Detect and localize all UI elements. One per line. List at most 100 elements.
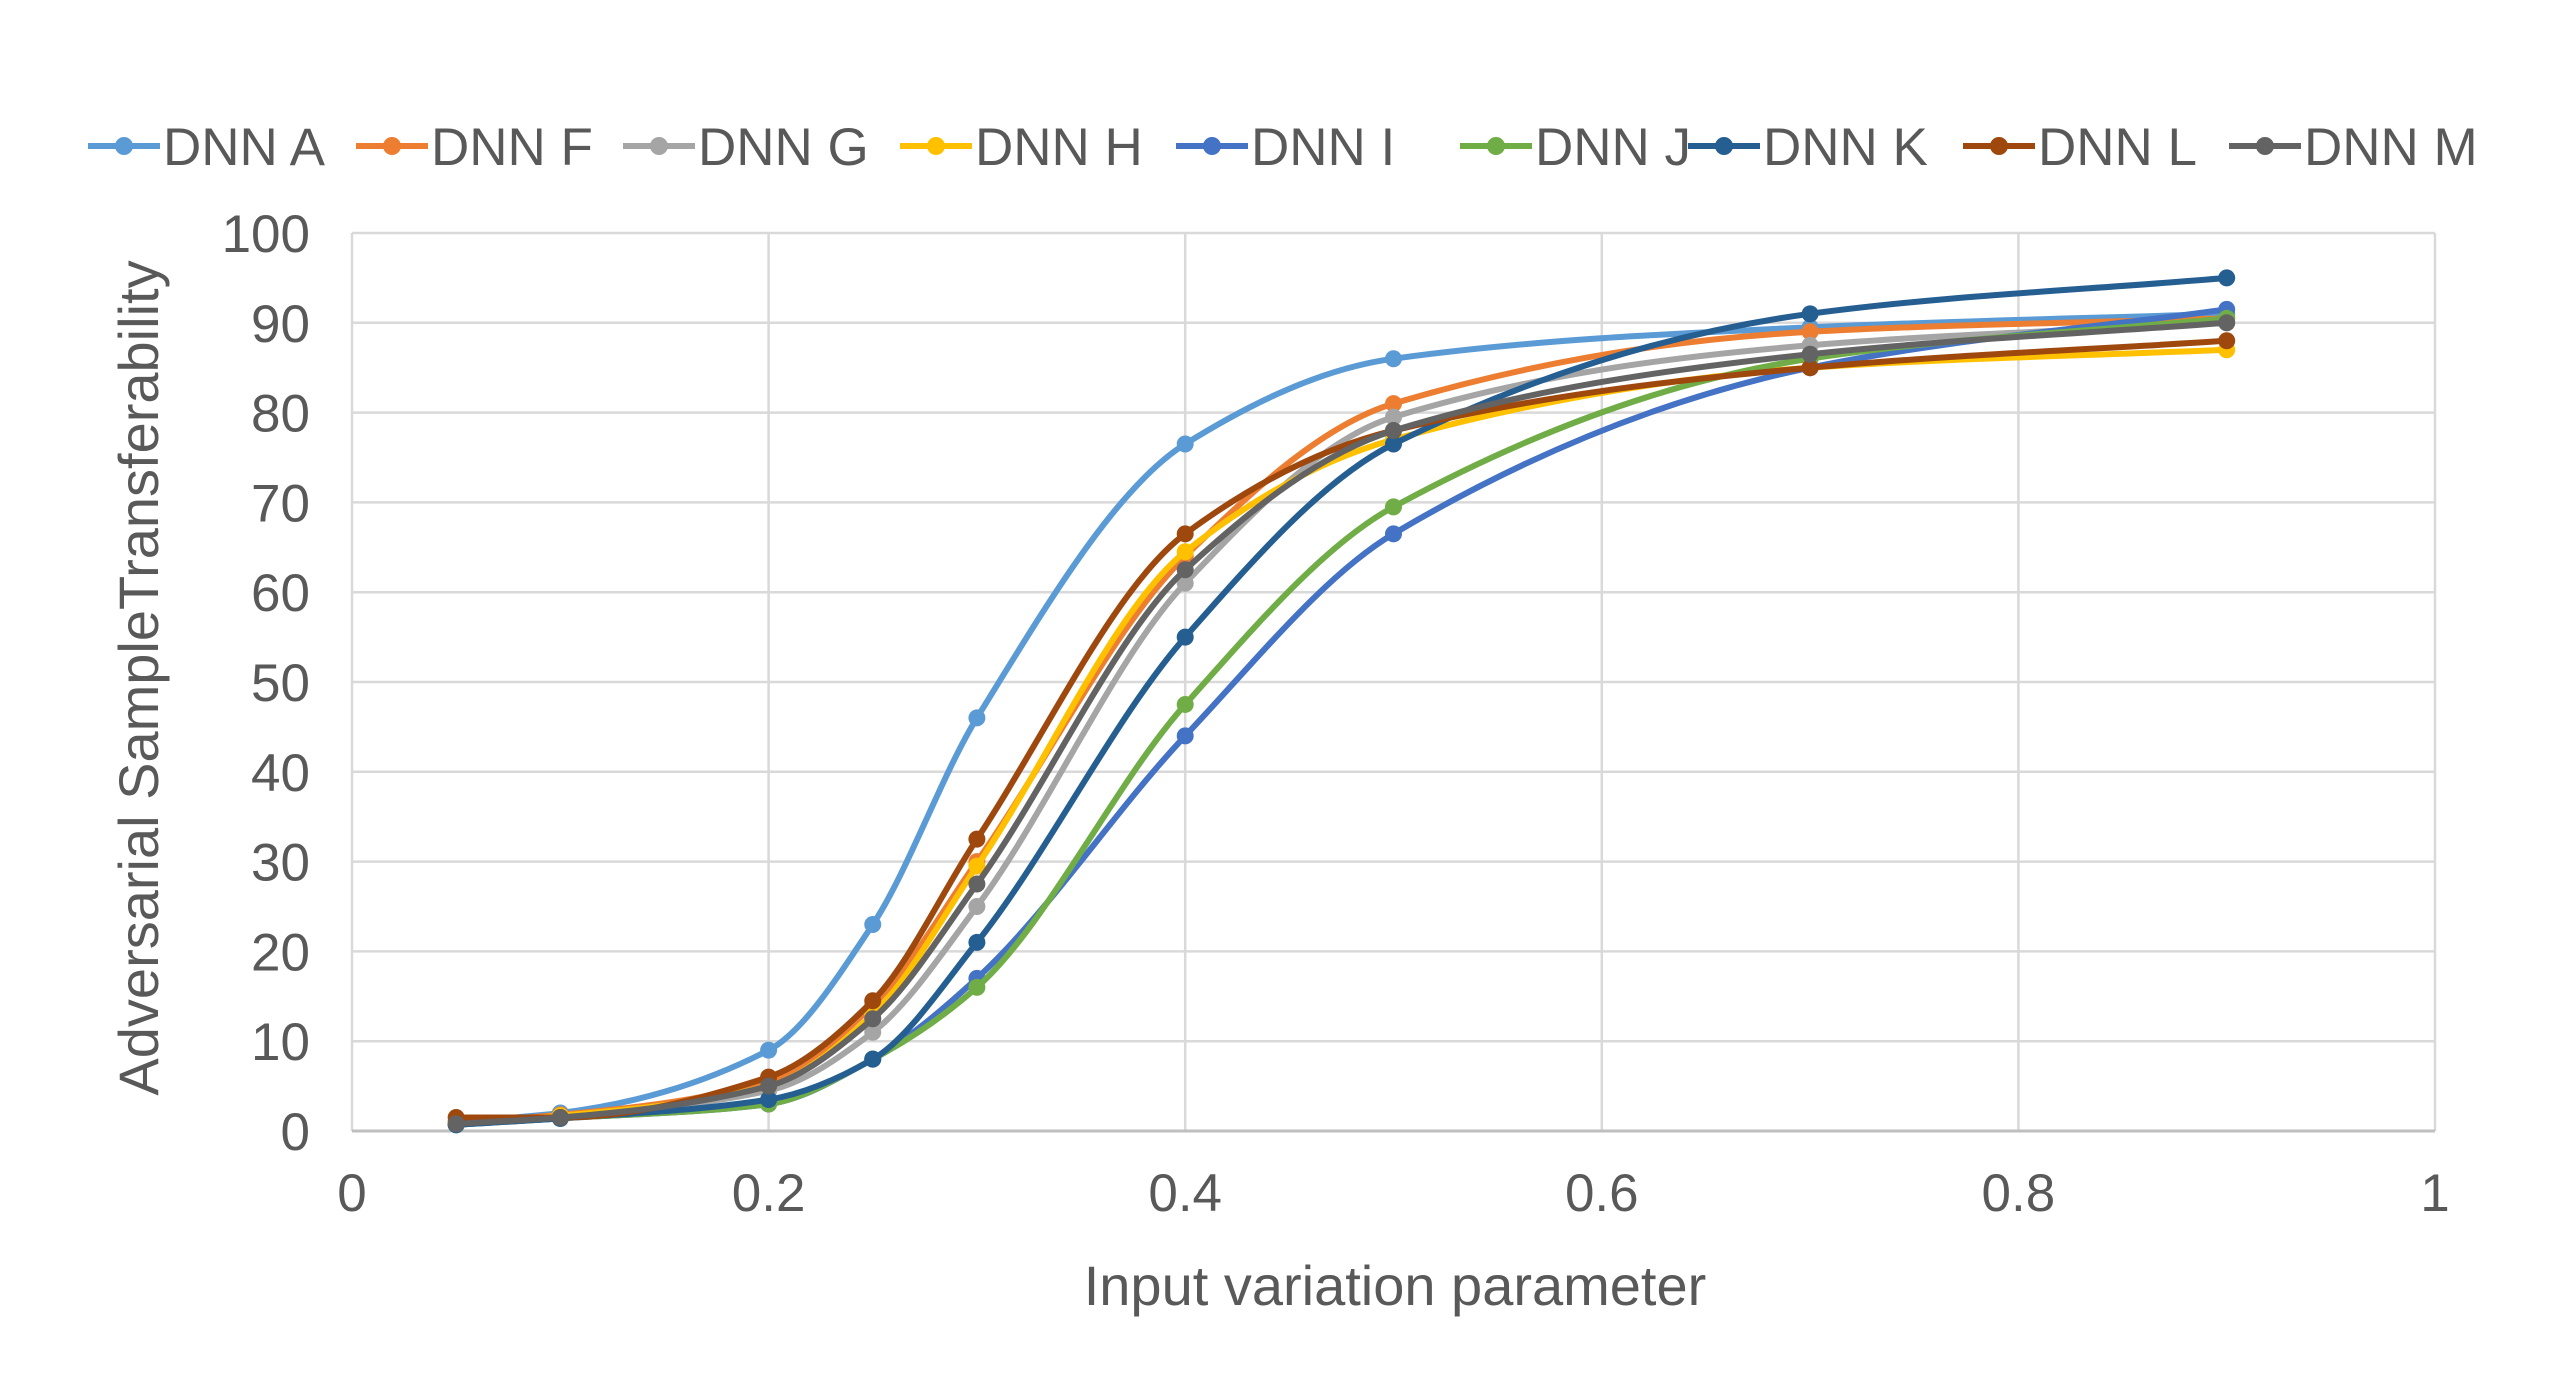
y-tick-label: 100 bbox=[222, 205, 310, 264]
legend-label: DNN M bbox=[2304, 118, 2478, 177]
y-tick-label: 0 bbox=[281, 1103, 310, 1162]
legend-swatch-marker bbox=[1487, 137, 1505, 155]
legend-swatch-marker bbox=[383, 137, 401, 155]
axes: 0 10 20 30 40 50 60 70 80 90 100 0 0.2 0.4 0.6 0.8 1 bbox=[222, 205, 2450, 1223]
y-axis-title: Adversarial SampleTransferability bbox=[107, 260, 170, 1095]
x-tick-label: 0 bbox=[337, 1164, 366, 1223]
legend-swatch-marker bbox=[650, 137, 668, 155]
x-tick-label: 0.6 bbox=[1565, 1164, 1639, 1223]
data-point-dnn-g bbox=[968, 898, 986, 915]
legend-label: DNN G bbox=[698, 118, 869, 177]
data-point-dnn-k bbox=[864, 1050, 882, 1068]
data-point-dnn-j bbox=[968, 978, 986, 996]
legend-item-dnn-j: DNN J bbox=[1460, 118, 1691, 177]
legend-item-dnn-g: DNN G bbox=[623, 118, 869, 177]
series-line-dnn-h bbox=[453, 346, 2230, 1126]
y-tick-label: 70 bbox=[251, 474, 310, 533]
data-point-dnn-j bbox=[1176, 695, 1194, 713]
series-line-dnn-k bbox=[453, 274, 2230, 1128]
x-tick-label: 0.8 bbox=[1982, 1164, 2056, 1223]
series-line-dnn-i bbox=[453, 306, 2230, 1128]
legend-item-dnn-k: DNN K bbox=[1688, 118, 1928, 177]
legend-label: DNN H bbox=[975, 118, 1143, 177]
data-point-dnn-g bbox=[1385, 408, 1402, 426]
data-point-dnn-k bbox=[1801, 305, 1819, 323]
data-point-dnn-l bbox=[1801, 359, 1819, 377]
data-point-dnn-m bbox=[1176, 561, 1194, 579]
data-point-dnn-k bbox=[1385, 435, 1402, 453]
data-point-dnn-f bbox=[1801, 323, 1819, 341]
data-point-dnn-k bbox=[968, 933, 986, 951]
y-tick-label: 90 bbox=[251, 295, 310, 354]
x-tick-label: 0.2 bbox=[732, 1164, 806, 1223]
series-dnn-g bbox=[447, 314, 2236, 1133]
data-point-dnn-m bbox=[1385, 422, 1402, 440]
data-point-dnn-m bbox=[2218, 314, 2236, 332]
y-tick-label: 40 bbox=[251, 744, 310, 803]
data-point-dnn-m bbox=[551, 1109, 569, 1127]
data-point-dnn-a bbox=[760, 1041, 778, 1059]
data-point-dnn-h bbox=[1176, 543, 1194, 561]
x-tick-label: 1 bbox=[2420, 1164, 2449, 1223]
y-tick-label: 50 bbox=[251, 654, 310, 713]
y-tick-label: 30 bbox=[251, 834, 310, 893]
data-point-dnn-m bbox=[1801, 345, 1819, 363]
gridlines bbox=[350, 231, 2437, 1133]
series-line-dnn-g bbox=[453, 319, 2230, 1127]
data-point-dnn-h bbox=[968, 857, 986, 875]
data-point-dnn-i bbox=[1385, 525, 1402, 543]
data-point-dnn-i bbox=[1176, 727, 1194, 745]
series-dnn-m bbox=[447, 314, 2236, 1133]
data-point-dnn-k bbox=[2218, 269, 2236, 287]
data-point-dnn-g bbox=[1176, 574, 1194, 592]
data-point-dnn-g bbox=[864, 1023, 882, 1041]
legend-item-dnn-i: DNN I bbox=[1176, 118, 1395, 177]
series-dnn-j bbox=[447, 309, 2236, 1134]
legend-item-dnn-a: DNN A bbox=[88, 118, 326, 177]
legend: DNN A DNN F DNN G DNN H DNN I DNN J DNN K DNN L… bbox=[88, 118, 2478, 177]
data-point-dnn-a bbox=[968, 709, 986, 727]
data-point-dnn-l bbox=[2218, 332, 2236, 350]
series-dnn-h bbox=[447, 341, 2236, 1132]
data-point-dnn-a bbox=[1176, 435, 1194, 453]
legend-swatch-marker bbox=[2256, 137, 2274, 155]
data-point-dnn-l bbox=[864, 992, 882, 1010]
x-axis-title: Input variation parameter bbox=[1084, 1254, 1707, 1317]
legend-item-dnn-h: DNN H bbox=[900, 118, 1143, 177]
data-point-dnn-m bbox=[864, 1010, 882, 1028]
series-dnn-k bbox=[447, 269, 2236, 1134]
data-point-dnn-k bbox=[1176, 628, 1194, 646]
data-point-dnn-l bbox=[1176, 525, 1194, 543]
legend-label: DNN F bbox=[431, 118, 593, 177]
legend-item-dnn-m: DNN M bbox=[2229, 118, 2478, 177]
y-tick-label: 60 bbox=[251, 564, 310, 623]
data-point-dnn-m bbox=[968, 875, 986, 893]
legend-label: DNN J bbox=[1535, 118, 1691, 177]
y-tick-label: 10 bbox=[251, 1013, 310, 1072]
legend-swatch-marker bbox=[1715, 137, 1733, 155]
data-point-dnn-m bbox=[760, 1077, 778, 1095]
y-tick-label: 80 bbox=[251, 385, 310, 444]
data-point-dnn-k bbox=[760, 1091, 778, 1109]
legend-swatch-marker bbox=[115, 137, 133, 155]
legend-label: DNN L bbox=[2038, 118, 2197, 177]
legend-swatch-marker bbox=[1203, 137, 1221, 155]
data-point-dnn-m bbox=[447, 1115, 465, 1133]
legend-label: DNN A bbox=[163, 118, 326, 177]
legend-item-dnn-f: DNN F bbox=[356, 118, 593, 177]
y-tick-label: 20 bbox=[251, 923, 310, 982]
series-group bbox=[447, 269, 2236, 1134]
legend-swatch-marker bbox=[927, 137, 945, 155]
legend-label: DNN I bbox=[1251, 118, 1395, 177]
data-point-dnn-f bbox=[1385, 395, 1402, 413]
legend-item-dnn-l: DNN L bbox=[1963, 118, 2197, 177]
legend-label: DNN K bbox=[1763, 118, 1928, 177]
series-line-dnn-a bbox=[453, 310, 2230, 1125]
data-point-dnn-a bbox=[864, 915, 882, 933]
data-point-dnn-j bbox=[1385, 498, 1402, 516]
data-point-dnn-a bbox=[1385, 350, 1402, 368]
data-point-dnn-l bbox=[968, 830, 986, 848]
x-tick-label: 0.4 bbox=[1148, 1164, 1222, 1223]
